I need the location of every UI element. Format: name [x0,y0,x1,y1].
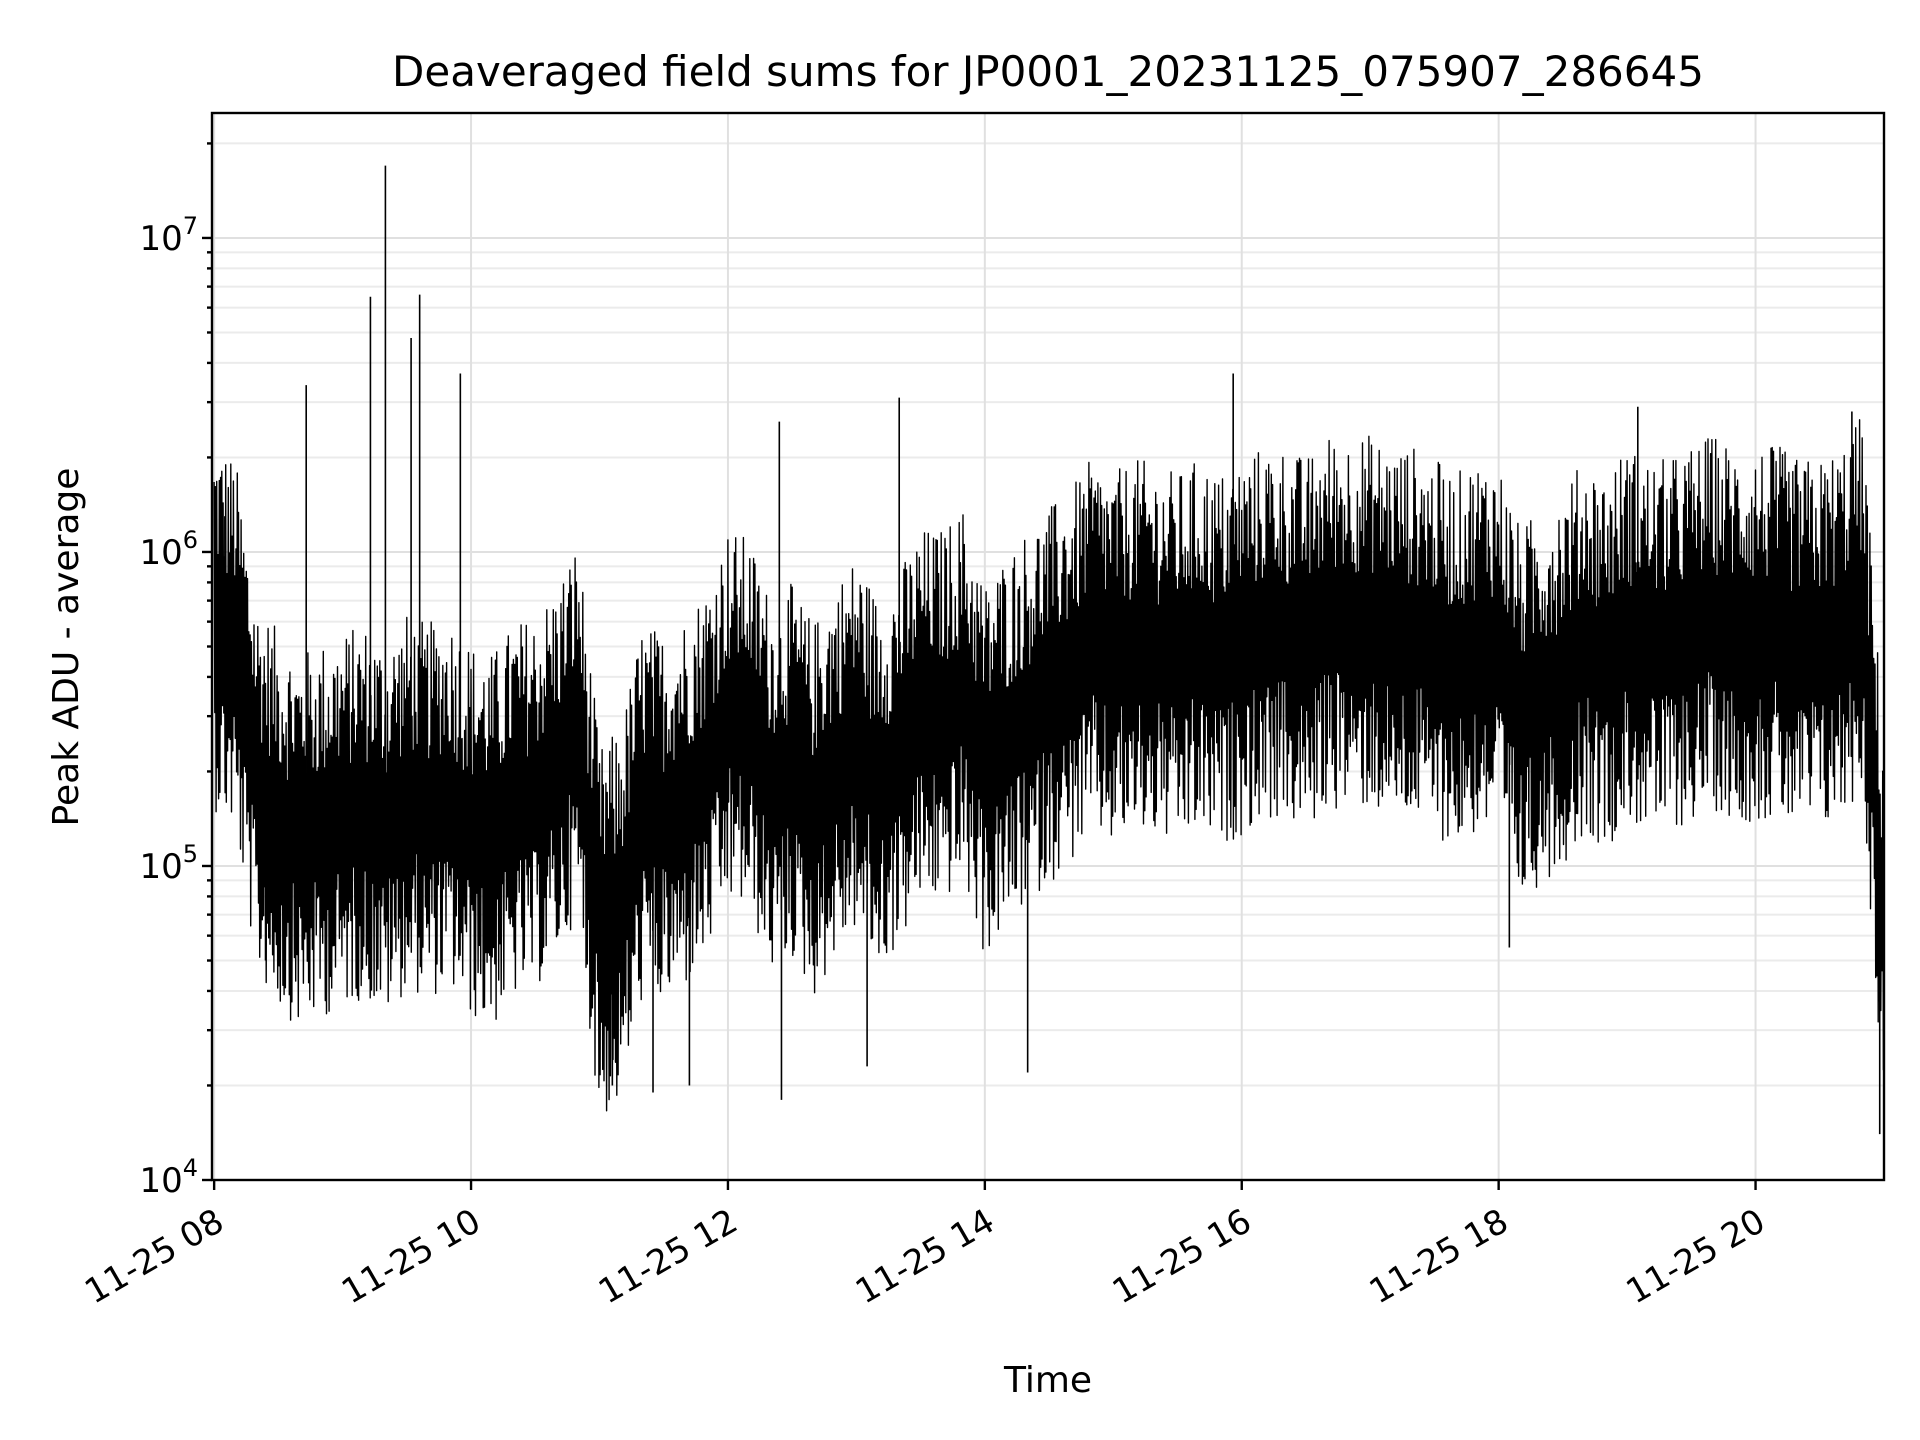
y-tick-exponent: 5 [183,840,198,868]
y-tick-exponent: 7 [183,212,198,240]
y-tick-base: 10 [139,1161,182,1201]
y-tick-label: 105 [139,840,198,887]
y-tick-base: 10 [139,219,182,259]
chart-title: Deaveraged field sums for JP0001_2023112… [392,47,1704,96]
y-tick-exponent: 4 [183,1154,198,1182]
x-axis-label: Time [1003,1360,1092,1401]
plot-series [213,165,1885,1135]
y-tick-label: 106 [139,526,198,573]
y-axis-label: Peak ADU - average [46,468,87,827]
y-tick-label: 104 [139,1154,198,1201]
series-line [213,419,1885,1112]
y-tick-base: 10 [139,847,182,887]
y-tick-label: 107 [139,212,198,259]
y-tick-exponent: 6 [183,526,198,554]
y-tick-base: 10 [139,533,182,573]
